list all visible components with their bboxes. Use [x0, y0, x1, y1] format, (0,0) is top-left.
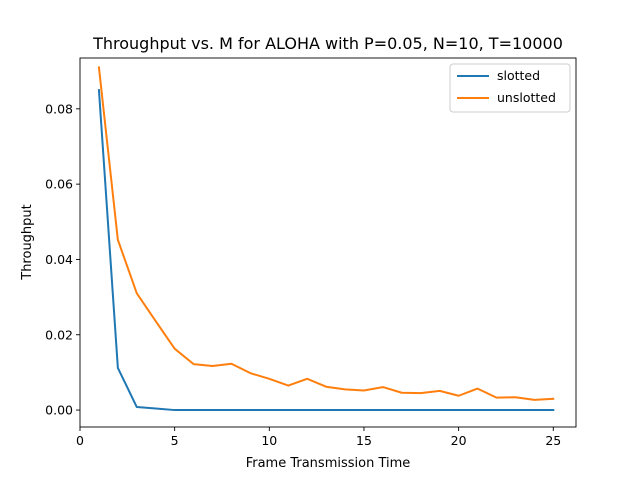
x-tick-label: 20 [451, 433, 467, 448]
x-tick-label: 25 [545, 433, 561, 448]
x-tick-label: 0 [76, 433, 84, 448]
chart-title: Throughput vs. M for ALOHA with P=0.05, … [92, 34, 563, 53]
series-layer [97, 66, 555, 412]
x-axis-label: Frame Transmission Time [246, 456, 411, 471]
plot-area [80, 58, 576, 427]
y-tick-label: 0.00 [45, 403, 73, 418]
y-tick-label: 0.08 [45, 101, 73, 116]
plot-frame [79, 57, 577, 428]
x-tick-label: 5 [171, 433, 179, 448]
y-tick-label: 0.06 [45, 177, 73, 192]
x-axis: 0 5 10 15 20 25 [76, 427, 561, 448]
y-axis-label: Throughput [20, 204, 35, 281]
series-line-slotted [97, 88, 555, 412]
y-tick-label: 0.02 [45, 327, 73, 342]
y-axis: 0.00 0.02 0.04 0.06 0.08 [45, 101, 80, 418]
legend-label-unslotted: unslotted [497, 90, 556, 105]
x-tick-label: 15 [356, 433, 372, 448]
legend-label-slotted: slotted [497, 68, 540, 83]
x-tick-label: 10 [261, 433, 277, 448]
series-line-unslotted [97, 66, 555, 401]
legend: slotted unslotted [449, 63, 571, 113]
y-tick-label: 0.04 [45, 252, 73, 267]
